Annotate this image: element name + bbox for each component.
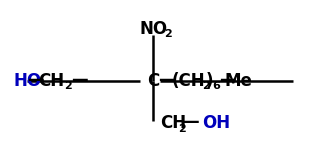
Text: Me: Me: [224, 71, 252, 90]
Text: —: —: [182, 113, 198, 131]
Text: 6: 6: [212, 81, 220, 91]
Text: 2: 2: [178, 124, 186, 134]
Text: C: C: [147, 71, 159, 90]
Text: CH: CH: [160, 114, 186, 132]
Text: HO: HO: [13, 71, 41, 90]
Text: —: —: [71, 71, 88, 89]
Text: —: —: [219, 71, 236, 89]
Text: 2: 2: [164, 29, 171, 39]
Text: NO: NO: [139, 20, 167, 38]
Text: CH: CH: [39, 71, 65, 90]
Text: (CH: (CH: [171, 71, 205, 90]
Text: 2: 2: [202, 81, 210, 91]
Text: —: —: [27, 71, 44, 89]
Text: OH: OH: [202, 114, 230, 132]
Text: —: —: [158, 71, 174, 89]
Text: 2: 2: [64, 81, 72, 91]
Text: ): ): [206, 71, 213, 90]
